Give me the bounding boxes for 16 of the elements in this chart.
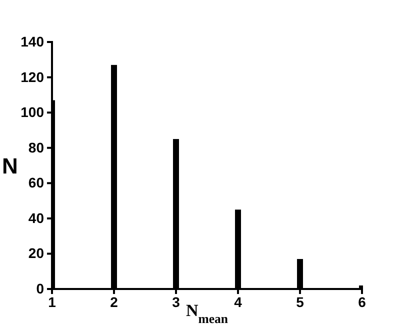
y-tick-label: 120: [20, 68, 44, 85]
y-tick-label: 40: [28, 210, 44, 226]
y-tick-label: 100: [20, 104, 44, 120]
x-tick-label: 6: [358, 294, 366, 310]
x-tick-label: 2: [110, 294, 118, 310]
y-axis-title: N: [2, 154, 18, 178]
x-tick-label: 3: [172, 294, 180, 310]
x-tick-label: 1: [48, 294, 56, 310]
y-tick-label: 80: [28, 139, 44, 156]
y-tick-label: 60: [28, 174, 44, 191]
y-tick-label: 0: [36, 280, 44, 296]
y-tick-label: 20: [28, 245, 44, 262]
x-axis-title: N$_{mean}$: [186, 301, 228, 326]
y-tick-label: 140: [20, 33, 44, 50]
x-tick-label: 4: [234, 294, 242, 310]
x-tick-label: 5: [296, 294, 304, 310]
